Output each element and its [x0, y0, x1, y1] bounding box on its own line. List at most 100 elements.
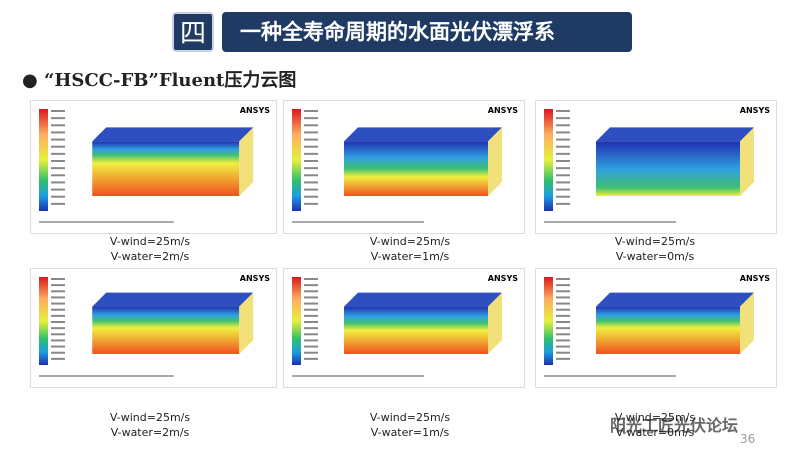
colorbar-label — [556, 167, 570, 170]
colorbar-label — [51, 302, 65, 305]
colorbar-label — [304, 117, 318, 120]
colorbar-label — [556, 160, 570, 162]
colorbar-label — [556, 327, 570, 330]
colorbar-label — [51, 181, 65, 184]
colorbar-label — [51, 110, 65, 112]
colorbar-label — [556, 202, 570, 205]
colorbar-label — [51, 321, 65, 323]
bullet: ● — [22, 70, 44, 91]
box-front — [596, 306, 740, 354]
colorbar-label — [51, 327, 65, 330]
colorbar-label — [51, 145, 65, 148]
colorbar-label — [51, 174, 65, 177]
box-front — [92, 306, 240, 354]
colorbar-label — [51, 138, 65, 141]
colorbar-label — [51, 339, 65, 342]
box-side — [488, 127, 502, 197]
simulation-image: ANSYS — [535, 100, 777, 234]
colorbar-label — [556, 351, 570, 354]
colorbar-label — [304, 145, 318, 148]
colorbar-label — [304, 296, 318, 299]
colorbar-label — [304, 314, 318, 317]
colorbar-label — [556, 124, 570, 127]
ansys-logo: ANSYS — [240, 274, 270, 283]
section-title: ● “HSCC-FB”Fluent压力云图 — [22, 66, 296, 92]
colorbar-label — [556, 174, 570, 177]
simulation-image: ANSYS — [30, 100, 277, 234]
colorbar-label — [304, 308, 318, 311]
colorbar — [39, 109, 48, 211]
colorbar-label — [51, 117, 65, 120]
colorbar-label — [51, 308, 65, 311]
colorbar-label — [304, 188, 318, 191]
colorbar-label — [51, 167, 65, 170]
footer-line — [292, 375, 424, 377]
box-top — [344, 292, 502, 307]
box-front — [344, 141, 488, 197]
colorbar-label — [304, 278, 318, 280]
colorbar — [39, 277, 48, 365]
colorbar-label — [51, 278, 65, 280]
colorbar-label — [556, 339, 570, 342]
colorbar-label — [51, 152, 65, 155]
colorbar-label — [304, 351, 318, 354]
colorbar-label — [51, 284, 65, 287]
colorbar-label — [556, 296, 570, 299]
watermark: 阳光工匠光伏论坛 — [610, 416, 739, 435]
colorbar-label — [556, 152, 570, 155]
colorbar-label — [51, 314, 65, 317]
colorbar-label — [556, 302, 570, 305]
colorbar-label — [556, 145, 570, 148]
colorbar-label — [556, 131, 570, 134]
colorbar — [292, 277, 301, 365]
caption-line: V-water=2m/s — [110, 250, 190, 263]
ansys-logo: ANSYS — [740, 274, 770, 283]
colorbar-label — [556, 278, 570, 280]
colorbar-label — [304, 327, 318, 330]
colorbar-label — [304, 339, 318, 342]
colorbar-label — [556, 333, 570, 336]
colorbar-label — [556, 284, 570, 287]
colorbar-label — [51, 351, 65, 354]
box-front — [92, 141, 240, 197]
colorbar-label — [304, 290, 318, 293]
simulation-image: ANSYS — [535, 268, 777, 388]
colorbar-label — [556, 188, 570, 191]
colorbar-label — [556, 117, 570, 120]
ansys-logo: ANSYS — [740, 106, 770, 115]
colorbar-label — [51, 188, 65, 191]
simulation-image: ANSYS — [283, 268, 525, 388]
colorbar-label — [304, 131, 318, 134]
colorbar-label — [304, 345, 318, 348]
box-top — [92, 127, 254, 142]
colorbar-label — [304, 195, 318, 198]
colorbar-label — [304, 174, 318, 177]
caption: V-wind=25m/s V-water=0m/s — [575, 234, 735, 264]
section-text: “HSCC-FB”Fluent压力云图 — [43, 70, 297, 91]
colorbar-label — [304, 302, 318, 305]
colorbar-label — [304, 160, 318, 162]
caption-line: V-wind=25m/s — [369, 235, 451, 248]
colorbar-label — [556, 110, 570, 112]
ansys-logo: ANSYS — [240, 106, 270, 115]
colorbar-label — [304, 333, 318, 336]
colorbar-label — [556, 181, 570, 184]
colorbar-label — [51, 202, 65, 205]
colorbar-label — [304, 181, 318, 184]
colorbar-label — [51, 195, 65, 198]
colorbar-label — [51, 131, 65, 134]
colorbar-label — [51, 357, 65, 360]
caption-line: V-wind=25m/s — [109, 411, 191, 424]
caption-line: V-wind=25m/s — [369, 411, 451, 424]
colorbar-label — [556, 345, 570, 348]
colorbar — [292, 109, 301, 211]
colorbar-label — [51, 290, 65, 293]
box-top — [92, 292, 254, 307]
slide-title: 一种全寿命周期的水面光伏漂浮系 — [222, 12, 632, 52]
footer-line — [39, 375, 174, 377]
box-top — [596, 127, 754, 142]
colorbar-label — [304, 321, 318, 323]
page-number: 36 — [740, 432, 756, 446]
box-top — [344, 127, 502, 142]
colorbar — [544, 277, 553, 365]
